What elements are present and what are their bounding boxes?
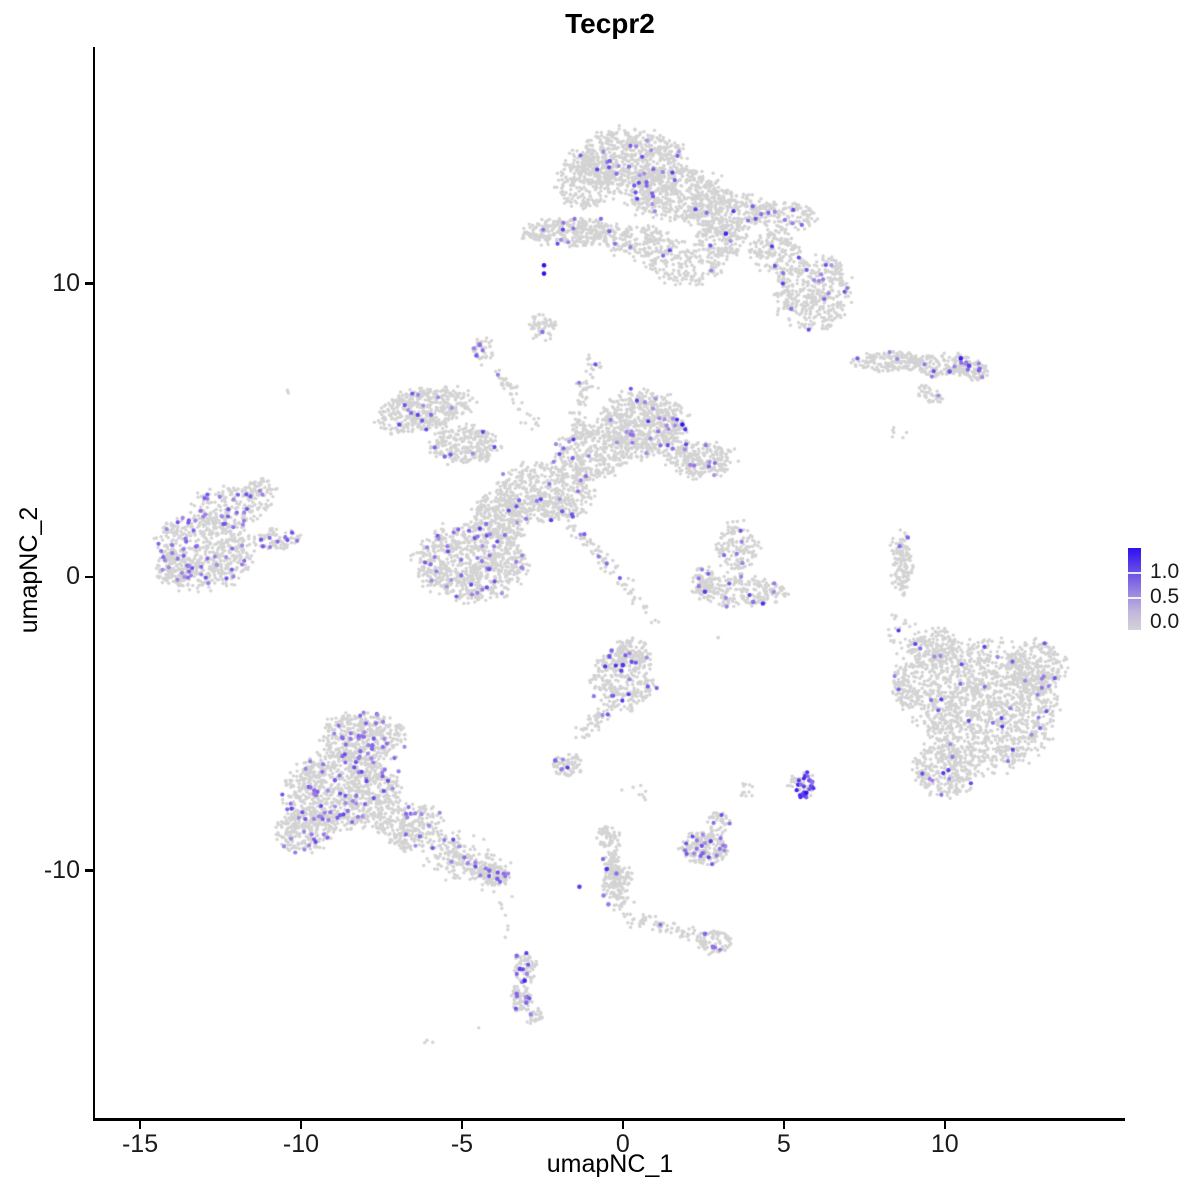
x-tick-label: 0 <box>615 1130 630 1158</box>
x-axis-line <box>92 1118 1125 1121</box>
colorbar-label-low: 0.0 <box>1150 610 1180 633</box>
colorbar-label-high: 1.0 <box>1150 560 1180 583</box>
x-tick-mark <box>299 1120 303 1129</box>
plot-title: Tecpr2 <box>565 8 655 39</box>
x-tick-label: 5 <box>776 1130 791 1158</box>
x-axis-label: umapNC_1 <box>546 1150 674 1178</box>
y-tick-mark <box>84 869 93 872</box>
x-tick-label: 10 <box>930 1130 959 1158</box>
x-tick-label: -5 <box>450 1130 474 1158</box>
y-tick-label: -10 <box>43 855 80 884</box>
y-tick-mark <box>84 282 93 285</box>
x-tick-mark <box>138 1120 142 1129</box>
y-tick-mark <box>84 575 93 579</box>
y-tick-label: 0 <box>66 562 80 591</box>
colorbar-label-mid: 0.5 <box>1150 585 1180 608</box>
x-tick-mark <box>460 1120 464 1129</box>
x-tick-mark <box>943 1120 946 1129</box>
y-axis-label: umapNC_2 <box>15 506 43 634</box>
y-axis-line <box>92 47 95 1121</box>
y-tick-label: 10 <box>52 268 80 297</box>
colorbar-tick <box>1128 572 1141 574</box>
colorbar-tick <box>1128 597 1141 599</box>
x-tick-label: -10 <box>282 1130 320 1158</box>
x-tick-label: -15 <box>121 1130 159 1158</box>
x-tick-mark <box>782 1120 786 1129</box>
colorbar-gradient <box>1128 548 1141 630</box>
x-tick-mark <box>621 1120 625 1129</box>
